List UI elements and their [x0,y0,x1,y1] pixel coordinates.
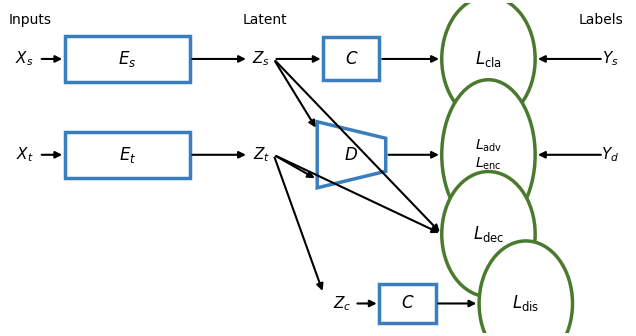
Text: $Y_s$: $Y_s$ [602,50,618,68]
Bar [324,38,380,80]
Text: $D$: $D$ [345,146,359,164]
Bar [65,36,190,82]
Text: $E_s$: $E_s$ [118,49,137,69]
Text: $X_s$: $X_s$ [15,50,34,68]
Ellipse shape [442,0,535,122]
Text: $E_t$: $E_t$ [118,145,136,165]
Text: $L_{\mathrm{cla}}$: $L_{\mathrm{cla}}$ [475,49,502,69]
Text: $L_{\mathrm{dis}}$: $L_{\mathrm{dis}}$ [512,293,539,313]
Text: $Z_t$: $Z_t$ [252,145,270,164]
Text: $C$: $C$ [401,294,414,312]
Ellipse shape [442,172,535,297]
Polygon shape [317,122,385,188]
Text: $X_t$: $X_t$ [16,145,33,164]
Text: $L_{\mathrm{dec}}$: $L_{\mathrm{dec}}$ [473,224,504,244]
Bar [380,284,436,323]
Text: $Z_c$: $Z_c$ [333,294,351,313]
Text: Inputs: Inputs [9,13,52,27]
Bar [65,132,190,178]
Text: $Y_d$: $Y_d$ [601,145,619,164]
Text: $Z_s$: $Z_s$ [252,50,270,68]
Text: Labels: Labels [579,13,623,27]
Ellipse shape [479,241,572,336]
Ellipse shape [442,80,535,230]
Text: $C$: $C$ [345,50,358,68]
Text: Latent: Latent [242,13,287,27]
Text: $L_{\mathrm{adv}}$
$L_{\mathrm{enc}}$: $L_{\mathrm{adv}}$ $L_{\mathrm{enc}}$ [475,137,502,172]
